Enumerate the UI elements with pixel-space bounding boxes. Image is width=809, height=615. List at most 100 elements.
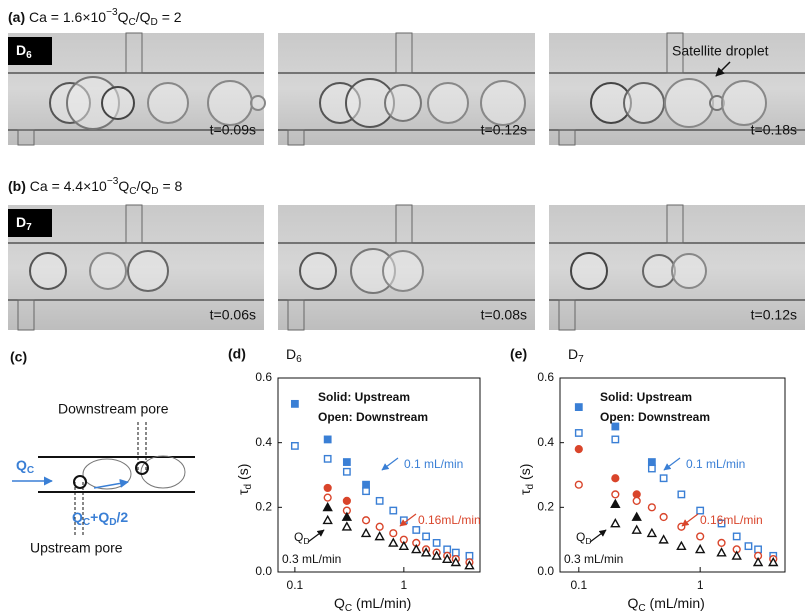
pore: [287, 129, 305, 146]
marker: [464, 560, 475, 570]
marker: [432, 539, 441, 547]
marker: [610, 498, 621, 508]
marker: [658, 534, 669, 544]
time-label: t=0.08s: [481, 307, 527, 323]
annotation: 0.1 mL/min: [686, 457, 745, 471]
text-part: 7: [578, 354, 584, 365]
text-part: C: [128, 17, 135, 28]
pore: [558, 129, 576, 146]
text-part: 0.3 mL/min: [564, 552, 623, 566]
annotation: 0.3 mL/min: [564, 552, 623, 566]
pore: [17, 129, 35, 146]
text-part: Open: Downstream: [318, 410, 428, 424]
text-part: D: [286, 346, 296, 362]
annotation: 0.3 mL/min: [282, 552, 341, 566]
chart-title: D7: [568, 346, 584, 365]
annotation: 0.1 mL/min: [404, 457, 463, 471]
marker: [322, 501, 333, 512]
marker: [389, 529, 398, 538]
marker: [732, 532, 741, 541]
marker: [389, 506, 398, 515]
panel-letter: (d): [228, 346, 246, 362]
annotation: QD: [294, 530, 310, 546]
marker: [341, 521, 353, 531]
text-part: τ: [517, 489, 533, 495]
marker: [422, 532, 430, 541]
text-part: 0.1 mL/min: [404, 457, 463, 471]
marker: [451, 548, 460, 557]
flow-label: QC: [16, 457, 34, 476]
pore-label: Upstream pore: [30, 540, 123, 556]
annotation: Open: Downstream: [318, 410, 428, 424]
annotation-arrow: [715, 61, 731, 77]
text-part: 0.3 mL/min: [282, 552, 341, 566]
droplet: [89, 252, 127, 290]
time-label: t=0.06s: [210, 307, 256, 323]
marker: [443, 545, 452, 554]
time-label: t=0.12s: [481, 122, 527, 138]
droplet: [135, 461, 149, 475]
flow-label: QC+QD/2: [72, 509, 128, 528]
y-tick-label: 0.4: [255, 435, 272, 449]
droplet: [250, 95, 266, 111]
y-tick-label: 0.0: [537, 564, 554, 578]
marker: [611, 435, 620, 444]
text-part: C: [129, 186, 136, 197]
panel-letter: (c): [10, 349, 27, 365]
marker: [754, 545, 762, 554]
axes-frame: [559, 377, 786, 573]
x-axis-label: QC (mL/min): [628, 595, 705, 614]
marker: [323, 435, 332, 444]
text-part: Q: [294, 530, 303, 544]
text-part: = 8: [159, 178, 183, 194]
marker: [768, 556, 779, 567]
pore: [125, 204, 143, 244]
marker: [659, 512, 668, 522]
annotation-arrow: [589, 529, 607, 543]
text-part: /Q: [136, 9, 151, 25]
droplet: [73, 475, 87, 489]
marker: [574, 403, 583, 411]
text-part: D: [109, 517, 116, 528]
annotation: 0.16mL/min: [418, 513, 481, 527]
text-part: D: [16, 214, 26, 230]
marker: [696, 532, 705, 541]
text-part: Ca = 1.6×10: [29, 9, 106, 25]
pore: [666, 32, 684, 74]
text-part: d: [243, 484, 254, 490]
droplet: [207, 80, 253, 126]
text-part: D: [303, 536, 309, 546]
text-part: D: [16, 42, 26, 58]
x-axis-label: QC (mL/min): [334, 595, 411, 614]
droplet: [382, 250, 424, 292]
droplet: [642, 254, 676, 288]
pore: [125, 32, 143, 74]
text-part: 7: [26, 222, 32, 233]
text-part: Solid: Upstream: [318, 390, 410, 404]
panel-caption: (b) Ca = 4.4×10−3QC/QD = 8: [8, 176, 183, 197]
pore: [395, 32, 413, 74]
marker: [752, 556, 764, 567]
marker: [677, 490, 686, 499]
y-tick-label: 0.6: [255, 370, 272, 384]
marker: [361, 516, 371, 525]
droplet: [570, 252, 608, 290]
droplet: [29, 252, 67, 290]
text-part: Ca = 4.4×10: [30, 178, 107, 194]
annotation-arrow: [399, 513, 417, 527]
text-part: C: [345, 603, 352, 614]
droplet: [427, 82, 469, 124]
text-part: τ: [235, 489, 251, 495]
annotation-arrow: [307, 529, 325, 543]
panel-letter: (e): [510, 346, 527, 362]
marker: [465, 551, 474, 560]
annotation-arrow: [381, 457, 399, 471]
time-label: t=0.12s: [751, 307, 797, 323]
text-part: (s): [517, 464, 533, 484]
droplet: [127, 250, 169, 292]
annotation: Satellite droplet: [672, 43, 769, 59]
y-axis-label: τd (s): [517, 464, 536, 495]
annotation: Solid: Upstream: [318, 390, 410, 404]
text-part: C: [27, 465, 34, 476]
